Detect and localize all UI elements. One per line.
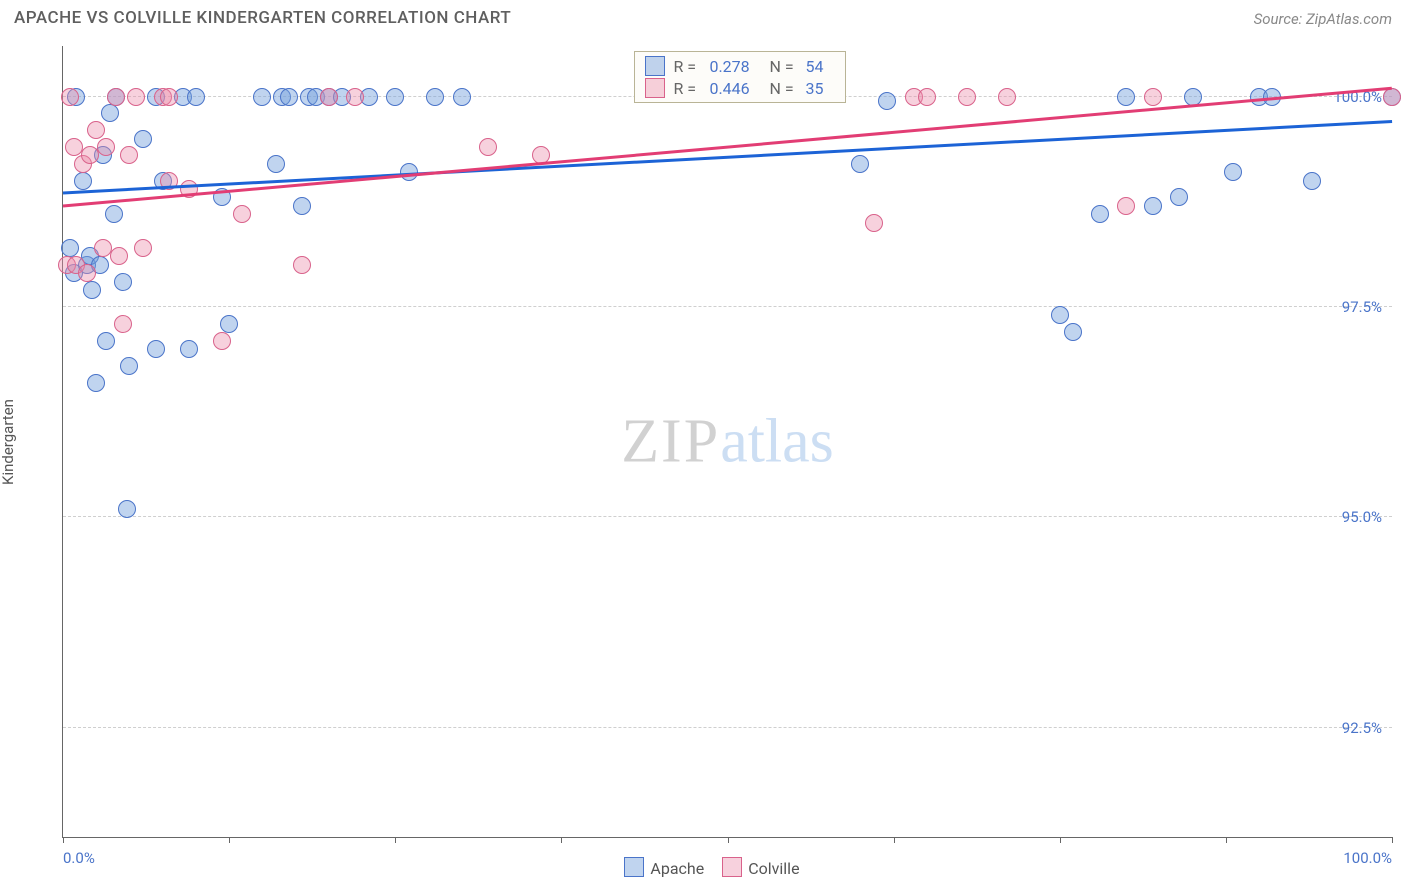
x-tick (395, 837, 396, 843)
x-tick (229, 837, 230, 843)
data-point (878, 92, 896, 110)
chart-title: APACHE VS COLVILLE KINDERGARTEN CORRELAT… (14, 8, 511, 28)
data-point (87, 374, 105, 392)
data-point (293, 197, 311, 215)
data-point (479, 138, 497, 156)
legend-swatch (624, 857, 644, 877)
data-point (105, 205, 123, 223)
legend-value: 54 (805, 57, 835, 76)
x-tick (1226, 837, 1227, 843)
data-point (233, 205, 251, 223)
data-point (320, 88, 338, 106)
data-point (220, 315, 238, 333)
data-point (120, 357, 138, 375)
data-point (1117, 88, 1135, 106)
data-point (1224, 163, 1242, 181)
data-point (1064, 323, 1082, 341)
data-point (87, 121, 105, 139)
data-point (958, 88, 976, 106)
watermark-part2: atlas (720, 407, 834, 475)
data-point (1051, 306, 1069, 324)
trend-line (63, 120, 1392, 195)
legend-label: R = (673, 57, 703, 76)
legend-swatch (722, 857, 742, 877)
data-point (1144, 197, 1162, 215)
data-point (1091, 205, 1109, 223)
x-tick (1060, 837, 1061, 843)
data-point (97, 138, 115, 156)
x-tick (561, 837, 562, 843)
data-point (120, 146, 138, 164)
data-point (253, 88, 271, 106)
gridline (63, 516, 1392, 517)
data-point (83, 281, 101, 299)
data-point (453, 88, 471, 106)
y-axis-label: Kindergarten (0, 399, 17, 485)
legend-series-label: Apache (650, 859, 704, 878)
legend-value: 35 (805, 79, 835, 98)
legend-value: 0.278 (709, 57, 763, 76)
data-point (280, 88, 298, 106)
data-point (1117, 197, 1135, 215)
legend-label: R = (673, 79, 703, 98)
data-point (865, 214, 883, 232)
data-point (118, 500, 136, 518)
data-point (851, 155, 869, 173)
data-point (78, 264, 96, 282)
data-point (386, 88, 404, 106)
data-point (1144, 88, 1162, 106)
legend-bottom: Apache Colville (0, 857, 1406, 878)
source-attribution: Source: ZipAtlas.com (1254, 10, 1392, 28)
correlation-legend: R = 0.278 N = 54 R = 0.446 N = 35 (634, 51, 846, 103)
data-point (134, 130, 152, 148)
data-point (998, 88, 1016, 106)
data-point (1303, 172, 1321, 190)
legend-series-label: Colville (748, 859, 799, 878)
x-tick (1392, 837, 1393, 843)
legend-swatch (645, 56, 665, 76)
chart-container: Kindergarten ZIPatlas 0.0% 100.0% 92.5%9… (14, 46, 1392, 838)
data-point (187, 88, 205, 106)
data-point (267, 155, 285, 173)
data-point (180, 340, 198, 358)
plot-area: ZIPatlas 0.0% 100.0% 92.5%95.0%97.5%100.… (62, 46, 1392, 838)
legend-label: N = (769, 79, 799, 98)
data-point (61, 239, 79, 257)
data-point (114, 273, 132, 291)
data-point (114, 315, 132, 333)
data-point (107, 88, 125, 106)
y-tick-label: 95.0% (1342, 508, 1382, 526)
data-point (346, 88, 364, 106)
watermark-part1: ZIP (621, 407, 720, 475)
data-point (918, 88, 936, 106)
data-point (147, 340, 165, 358)
x-tick (728, 837, 729, 843)
legend-swatch (645, 78, 665, 98)
y-tick-label: 97.5% (1342, 298, 1382, 316)
data-point (160, 88, 178, 106)
gridline (63, 727, 1392, 728)
data-point (213, 332, 231, 350)
legend-label: N = (769, 57, 799, 76)
data-point (101, 104, 119, 122)
x-tick (63, 837, 64, 843)
x-tick (894, 837, 895, 843)
y-tick-label: 92.5% (1342, 719, 1382, 737)
watermark: ZIPatlas (621, 406, 834, 477)
data-point (134, 239, 152, 257)
data-point (61, 88, 79, 106)
legend-value: 0.446 (709, 79, 763, 98)
data-point (97, 332, 115, 350)
data-point (1170, 188, 1188, 206)
data-point (293, 256, 311, 274)
gridline (63, 306, 1392, 307)
data-point (426, 88, 444, 106)
data-point (110, 247, 128, 265)
data-point (74, 172, 92, 190)
data-point (127, 88, 145, 106)
